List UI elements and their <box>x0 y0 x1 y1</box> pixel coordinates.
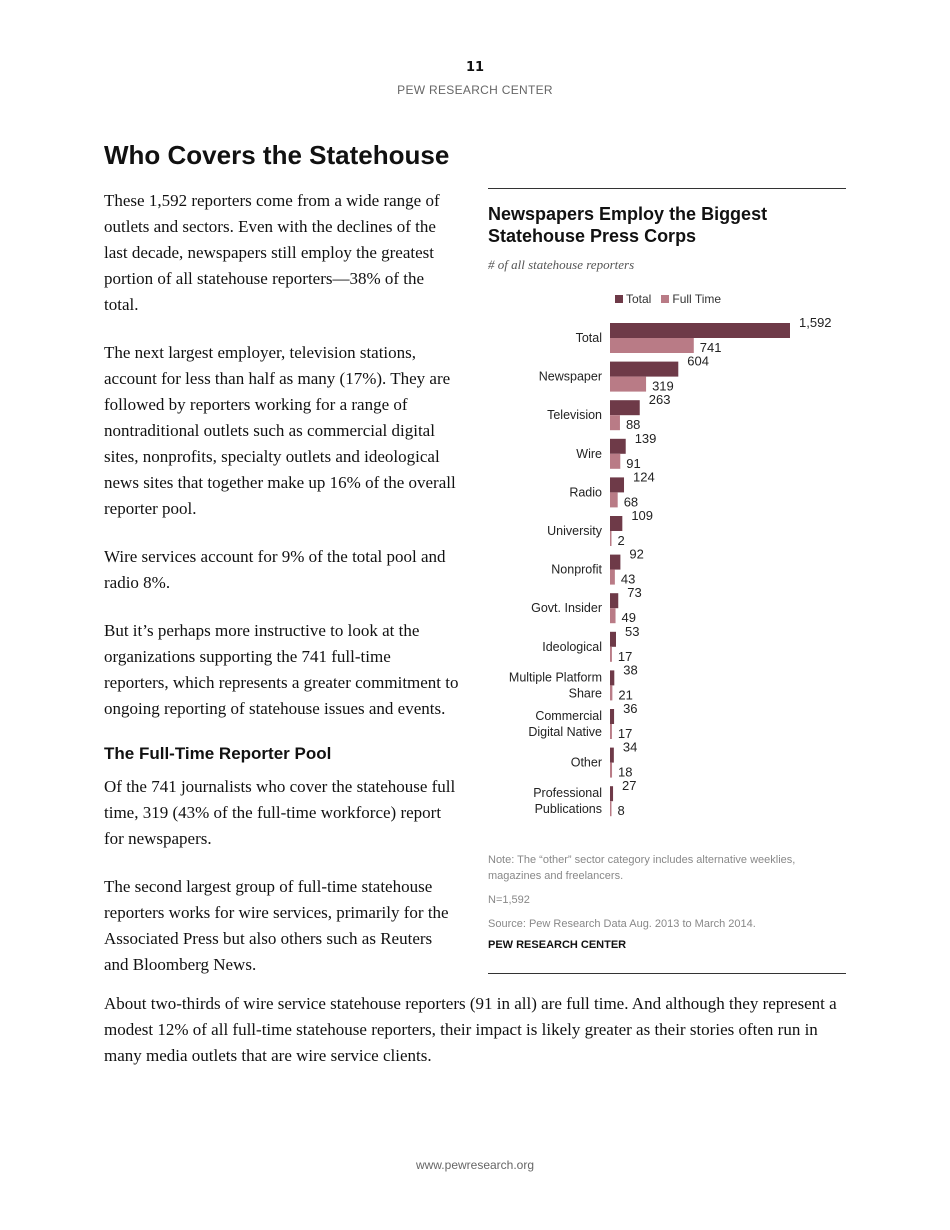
paragraph: Wire services account for 9% of the tota… <box>104 547 446 592</box>
data-label: 604 <box>687 354 709 369</box>
category-label: Commercial <box>535 709 602 723</box>
bar-total <box>610 631 616 647</box>
category-label: Multiple Platform <box>509 670 602 684</box>
category-label: Television <box>547 408 602 422</box>
category-label: Wire <box>576 447 602 461</box>
bar-full-time <box>610 762 613 778</box>
bar-full-time <box>610 415 620 431</box>
category-label: Total <box>576 331 602 345</box>
bar-full-time <box>610 453 621 469</box>
category-label: Nonprofit <box>551 563 602 577</box>
bar-full-time <box>610 801 612 817</box>
paragraph: The next largest employer, television st… <box>104 343 456 518</box>
category-label: Digital Native <box>528 725 602 739</box>
data-label: 68 <box>624 494 638 509</box>
data-label: 38 <box>623 662 637 677</box>
data-label: 17 <box>618 726 632 741</box>
bar-full-time <box>610 492 618 508</box>
data-label: 17 <box>618 649 632 664</box>
bar-full-time <box>610 338 694 353</box>
data-label: 27 <box>622 778 636 793</box>
data-label: 139 <box>635 431 657 446</box>
category-label: Ideological <box>542 640 602 654</box>
chart-credit: PEW RESEARCH CENTER <box>488 939 627 951</box>
chart-source: Source: Pew Research Data Aug. 2013 to M… <box>488 918 756 930</box>
data-label: 92 <box>629 547 643 562</box>
category-label: University <box>547 524 603 538</box>
data-label: 741 <box>700 340 722 355</box>
category-label: Publications <box>535 802 602 816</box>
chart-box: Newspapers Employ the Biggest Statehouse… <box>488 188 846 974</box>
data-label: 18 <box>618 765 632 780</box>
legend-label-total: Total <box>626 292 652 306</box>
bar-chart: Total1,592741Newspaper604319Television26… <box>509 315 832 818</box>
bar-total <box>610 323 790 338</box>
paragraph: But it’s perhaps more instructive to loo… <box>104 621 459 718</box>
category-label: Professional <box>533 786 602 800</box>
data-label: 53 <box>625 624 639 639</box>
bar-total <box>610 438 626 454</box>
category-label: Share <box>569 686 602 700</box>
bar-total <box>610 516 623 531</box>
paragraph: Of the 741 journalists who cover the sta… <box>104 777 456 848</box>
page-title: Who Covers the Statehouse <box>104 140 450 170</box>
bar-total <box>610 477 625 493</box>
category-label: Govt. Insider <box>531 601 602 615</box>
data-label: 21 <box>618 687 632 702</box>
header-org: PEW RESEARCH CENTER <box>397 83 553 97</box>
full-width-paragraph: About two-thirds of wire service stateho… <box>104 994 837 1065</box>
bar-full-time <box>610 685 613 701</box>
subheading: The Full-Time Reporter Pool <box>104 744 332 763</box>
bar-full-time <box>610 724 612 739</box>
legend-label-full-time: Full Time <box>672 292 722 306</box>
data-label: 319 <box>652 379 674 394</box>
data-label: 91 <box>626 456 640 471</box>
paragraph: These 1,592 reporters come from a wide r… <box>104 191 440 314</box>
bar-total <box>610 747 614 763</box>
bar-total <box>610 400 640 416</box>
chart-n: N=1,592 <box>488 894 530 906</box>
bar-total <box>610 709 615 724</box>
data-label: 2 <box>618 533 625 548</box>
category-label: Newspaper <box>539 370 602 384</box>
data-label: 49 <box>622 610 636 625</box>
data-label: 43 <box>621 572 635 587</box>
bar-total <box>610 554 621 570</box>
data-label: 73 <box>627 585 641 600</box>
legend-swatch-total <box>615 295 623 303</box>
bar-total <box>610 593 619 609</box>
chart-note: Note: The “other” sector category includ… <box>488 854 796 882</box>
left-column: These 1,592 reporters come from a wide r… <box>104 188 459 1000</box>
category-label: Radio <box>569 485 602 499</box>
data-label: 263 <box>649 392 671 407</box>
legend-swatch-full-time <box>661 295 670 303</box>
bar-total <box>610 361 679 377</box>
data-label: 88 <box>626 417 640 432</box>
data-label: 8 <box>618 803 625 818</box>
data-label: 1,592 <box>799 315 832 330</box>
footer-url: www.pewresearch.org <box>415 1158 535 1172</box>
chart-subtitle: # of all statehouse reporters <box>488 257 635 272</box>
bar-total <box>610 670 615 686</box>
bar-total <box>610 786 614 802</box>
data-label: 109 <box>631 508 653 523</box>
bar-full-time <box>610 531 612 546</box>
data-label: 34 <box>623 740 637 755</box>
bar-full-time <box>610 376 647 392</box>
bar-full-time <box>610 569 615 585</box>
category-label: Other <box>571 756 602 770</box>
legend: Total Full Time <box>615 292 721 306</box>
bar-full-time <box>610 608 616 624</box>
data-label: 124 <box>633 469 655 484</box>
bar-full-time <box>610 646 612 662</box>
paragraph: The second largest group of full-time st… <box>104 877 449 974</box>
data-label: 36 <box>623 701 637 716</box>
chart-title: Newspapers Employ the Biggest Statehouse… <box>488 204 768 246</box>
page-number: 11 <box>465 60 485 75</box>
